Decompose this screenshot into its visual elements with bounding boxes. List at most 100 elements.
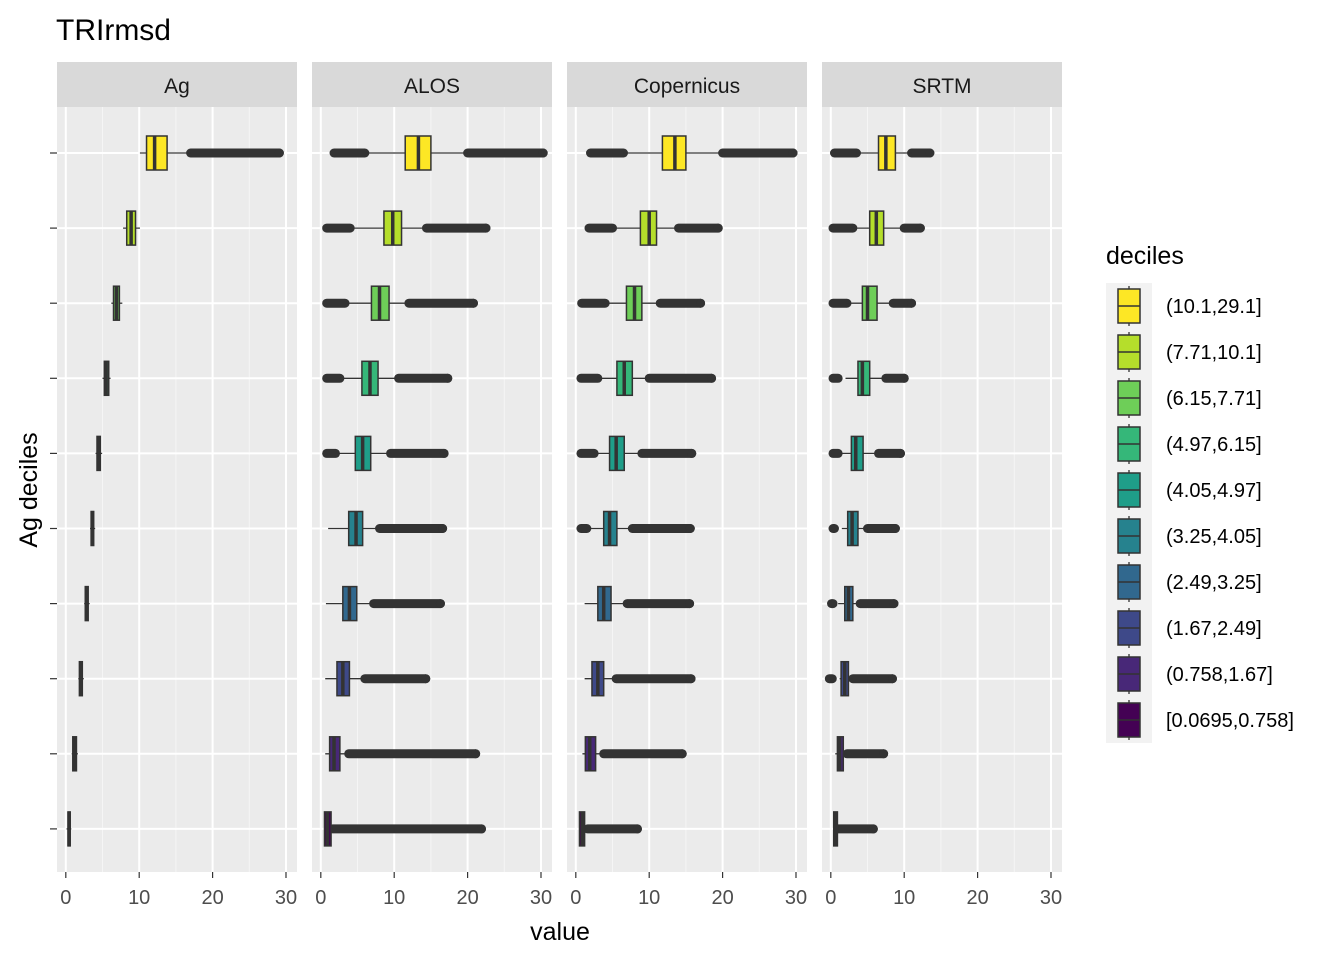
y-axis: [50, 152, 57, 830]
box-srtm-3: [828, 360, 909, 397]
box-srtm-5: [828, 510, 900, 547]
box-alos-4: [322, 435, 449, 472]
panel-alos: ALOS 0 10 20 30: [312, 62, 552, 909]
max-outlier-point: [915, 223, 925, 233]
x-tick-label: 0: [315, 887, 326, 909]
panel-srtm: SRTM 0 10 20 30: [822, 62, 1062, 909]
panel-background: [822, 107, 1062, 872]
box-ag-7: [78, 660, 84, 697]
box-ag-8: [71, 736, 78, 772]
box-alos-1: [322, 210, 491, 246]
legend-item: (4.05,4.97]: [1106, 467, 1262, 513]
x-tick-label: 30: [785, 887, 807, 909]
x-tick-label: 10: [383, 887, 405, 909]
box-alos-0: [329, 135, 548, 171]
box-ag-2: [111, 285, 123, 321]
box-srtm-6: [827, 585, 899, 622]
panel-background: [57, 107, 297, 872]
max-outlier-point: [788, 148, 798, 158]
max-outlier-point: [713, 223, 723, 233]
x-tick-label: 10: [128, 887, 150, 909]
max-outlier-point: [421, 674, 431, 684]
x-tick-label: 20: [456, 887, 478, 909]
max-outlier-point: [887, 674, 897, 684]
box-ag-5: [90, 510, 96, 547]
box-copernicus-9: [578, 811, 642, 847]
panel-strip-label: ALOS: [404, 75, 460, 98]
max-outlier-point: [468, 298, 478, 308]
x-tick-label: 30: [1040, 887, 1062, 909]
x-tick-label: 20: [966, 887, 988, 909]
box-srtm-7: [824, 660, 897, 697]
panel-strip: [822, 62, 1062, 107]
legend-item: (2.49,3.25]: [1106, 559, 1262, 605]
panel-strip-label: Ag: [164, 75, 190, 98]
legend-title: deciles: [1106, 242, 1184, 270]
max-outlier-point: [685, 599, 695, 609]
max-outlier-point: [868, 824, 878, 834]
panel-strip: [567, 62, 807, 107]
box-ag-0: [139, 135, 284, 171]
legend-label: (0.758,1.67]: [1166, 664, 1273, 686]
box-ag-1: [123, 210, 140, 246]
legend-label: (3.25,4.05]: [1166, 526, 1262, 548]
legend-label: [0.0695,0.758]: [1166, 710, 1294, 732]
panel-copernicus: Copernicus 0 10 20 30: [567, 62, 807, 909]
box-alos-7: [325, 660, 431, 697]
max-outlier-point: [677, 749, 687, 759]
box-ag-3: [102, 360, 111, 397]
legend-label: (7.71,10.1]: [1166, 342, 1262, 364]
box-alos-8: [325, 736, 481, 772]
max-outlier-point: [685, 524, 695, 533]
max-outlier-point: [632, 824, 642, 834]
legend-label: (1.67,2.49]: [1166, 618, 1262, 640]
max-outlier-point: [274, 148, 284, 158]
max-outlier-point: [896, 448, 906, 458]
legend-item: (0.758,1.67]: [1106, 651, 1273, 697]
chart-title: TRIrmsd: [56, 14, 171, 47]
legend-label: (10.1,29.1]: [1166, 296, 1262, 318]
max-outlier-point: [899, 373, 909, 383]
x-tick-label: 0: [570, 887, 581, 909]
legend-item: (6.15,7.71]: [1106, 375, 1262, 421]
panel-strip: [312, 62, 552, 107]
max-outlier-point: [438, 524, 448, 533]
y-axis-title: Ag deciles: [15, 432, 43, 547]
x-tick-label: 30: [275, 887, 297, 909]
box-alos-9: [323, 811, 487, 847]
box-alos-6: [325, 585, 445, 622]
x-tick-label: 0: [60, 887, 71, 909]
legend-item: (4.97,6.15]: [1106, 421, 1262, 467]
max-outlier-point: [687, 448, 697, 458]
box-srtm-4: [828, 435, 906, 472]
box-srtm-0: [829, 135, 935, 171]
box-body: [861, 285, 878, 321]
box-alos-3: [322, 360, 453, 397]
max-outlier-point: [477, 824, 487, 834]
legend-label: (4.05,4.97]: [1166, 480, 1262, 502]
box-srtm-9: [832, 811, 878, 847]
legend-item: [0.0695,0.758]: [1106, 697, 1294, 743]
box-ag-9: [66, 811, 72, 847]
box-copernicus-7: [584, 660, 696, 697]
box-alos-2: [322, 285, 478, 321]
box-srtm-2: [828, 285, 917, 321]
max-outlier-point: [879, 749, 889, 759]
x-tick-label: 10: [893, 887, 915, 909]
x-axis-title: value: [530, 918, 590, 946]
panel-ag: Ag 0 10 20 30: [57, 62, 297, 909]
box-body: [145, 135, 168, 171]
legend-item: (10.1,29.1]: [1106, 283, 1262, 329]
box-copernicus-3: [576, 360, 717, 397]
max-outlier-point: [439, 448, 449, 458]
max-outlier-point: [686, 674, 696, 684]
x-tick-label: 20: [711, 887, 733, 909]
max-outlier-point: [889, 599, 899, 609]
legend-item: (7.71,10.1]: [1106, 329, 1262, 375]
max-outlier-point: [696, 298, 706, 308]
max-outlier-point: [925, 148, 935, 158]
box-ag-4: [95, 435, 103, 472]
panel-background: [312, 107, 552, 872]
box-copernicus-8: [582, 736, 687, 772]
